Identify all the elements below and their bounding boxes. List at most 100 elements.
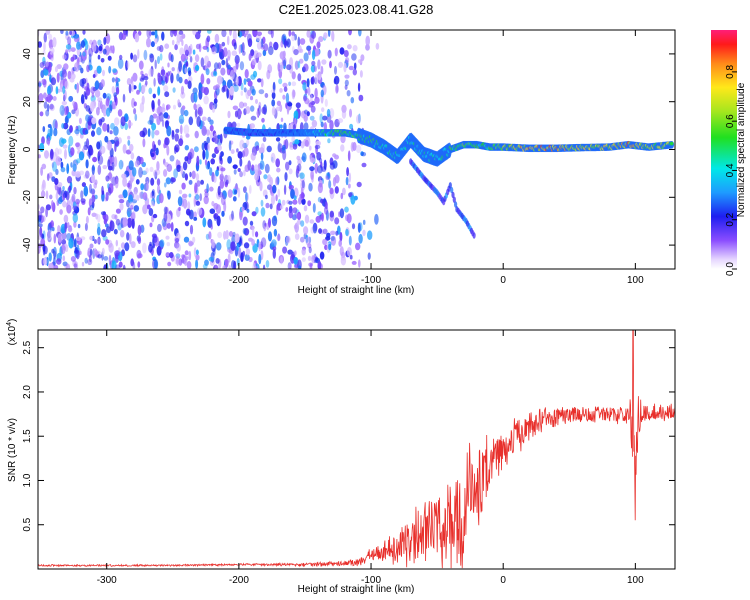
- spectrogram-cell: [184, 220, 190, 227]
- spectrogram-cell: [66, 176, 73, 184]
- spectrogram-cell: [267, 30, 273, 35]
- spectrogram-cell: [156, 115, 161, 126]
- spectrogram-cell: [62, 200, 67, 208]
- spectrogram-cell: [287, 249, 293, 255]
- spectrogram-cell: [260, 207, 266, 217]
- spectrogram-cell: [49, 126, 53, 137]
- y-tick-label: 40: [22, 48, 33, 60]
- spectrogram-cell: [201, 125, 207, 136]
- spectrogram-cell: [47, 85, 52, 96]
- spectrogram-cell: [335, 84, 339, 94]
- spectrogram-cell: [183, 43, 189, 55]
- spectrogram-cell: [154, 37, 158, 45]
- spectrogram-cell: [236, 148, 239, 153]
- spectrogram-cell: [55, 192, 59, 201]
- spectrogram-cell: [142, 138, 146, 148]
- spectrogram-cell: [80, 198, 86, 204]
- spectrogram-cell: [332, 153, 337, 158]
- spectrogram-cell: [206, 78, 211, 85]
- spectrogram-cell: [146, 30, 152, 39]
- spectrogram-cell: [323, 32, 328, 39]
- spectrogram-cell: [141, 74, 145, 81]
- spectrogram-cell: [329, 120, 334, 130]
- spectrogram-cell: [244, 253, 250, 261]
- spectrogram-cell: [38, 244, 41, 254]
- spectrogram-cell: [47, 229, 52, 241]
- spectrogram-cell: [362, 229, 366, 236]
- spectrogram-cell: [292, 124, 296, 131]
- spectrogram-cell: [208, 231, 212, 240]
- spectrogram-cell: [65, 263, 71, 269]
- spectrogram-cell: [669, 141, 674, 146]
- spectrogram-cell: [282, 149, 287, 161]
- spectrogram-cell: [89, 248, 93, 256]
- spectrogram-cell: [242, 50, 246, 56]
- spectrogram-cell: [304, 97, 310, 105]
- spectrogram-cell: [161, 119, 165, 128]
- spectrogram-cell: [184, 256, 189, 261]
- spectrogram-cell: [195, 173, 200, 181]
- spectrogram-cell: [42, 257, 48, 265]
- spectrogram-cell: [110, 45, 114, 54]
- spectrogram-cell: [257, 60, 262, 71]
- spectrogram-cell: [85, 170, 90, 179]
- spectrogram-cell: [329, 187, 334, 195]
- spectrogram-cell: [182, 193, 188, 198]
- spectrogram-cell: [105, 239, 110, 245]
- spectrogram-cell: [251, 239, 256, 246]
- spectrogram-cell: [319, 251, 325, 260]
- spectrogram-cell: [243, 33, 247, 38]
- spectrogram-cell: [258, 105, 261, 116]
- spectrogram-cell: [317, 165, 323, 174]
- spectrogram-cell: [177, 196, 183, 207]
- spectrogram-cell: [211, 239, 215, 249]
- spectrogram-cell: [187, 201, 191, 211]
- spectrogram-cell: [148, 68, 154, 77]
- colorbar-tick-label: 0.8: [725, 65, 736, 79]
- spectrogram-cell: [239, 61, 245, 71]
- spectrogram-cell: [357, 222, 361, 233]
- spectrogram-cell: [195, 194, 200, 201]
- spectrogram-cell: [72, 213, 79, 223]
- spectrogram-cell: [235, 76, 239, 86]
- spectrogram-cell: [155, 147, 159, 156]
- spectrogram-cell: [91, 194, 96, 203]
- spectrogram-cell: [156, 178, 161, 186]
- spectrogram-cell: [295, 213, 300, 219]
- spectrogram-cell: [193, 92, 198, 103]
- spectrogram-cell: [275, 137, 281, 142]
- spectrogram-cell: [224, 258, 229, 268]
- spectrogram-cell: [303, 63, 309, 72]
- spectrogram-cell: [100, 145, 106, 154]
- spectrogram-cell: [209, 167, 213, 176]
- spectrogram-cell: [328, 180, 332, 189]
- spectrogram-cell: [365, 35, 371, 47]
- spectrogram-cell: [177, 99, 181, 107]
- spectrogram-cell: [221, 41, 226, 47]
- spectrogram-cell: [73, 261, 79, 269]
- spectrogram-cell: [288, 168, 293, 175]
- spectrogram-cell: [258, 89, 265, 95]
- spectrogram-cell: [339, 47, 345, 55]
- spectrogram-cell: [315, 256, 319, 262]
- spectrogram-cell: [139, 156, 144, 165]
- spectrogram-cell: [80, 40, 86, 48]
- spectrogram-cell: [325, 175, 329, 181]
- spectrogram-cell: [296, 155, 301, 161]
- spectrogram-cell: [239, 139, 245, 150]
- spectrogram-cell: [46, 61, 49, 67]
- y-tick-label: 1.5: [22, 429, 33, 443]
- spectrogram-cell: [54, 120, 58, 131]
- spectrogram-cell: [148, 243, 153, 253]
- spectrogram-cell: [82, 30, 86, 35]
- spectrogram-cell: [319, 113, 323, 124]
- spectrogram-cell: [154, 171, 158, 180]
- spectrogram-cell: [43, 245, 48, 255]
- spectrogram-cell: [38, 223, 43, 228]
- spectrogram-cell: [359, 70, 363, 78]
- spectrogram-cell: [269, 176, 273, 187]
- spectrogram-cell: [90, 86, 96, 94]
- spectrogram-cell: [304, 109, 308, 115]
- spectrogram-cell: [40, 206, 45, 214]
- spectrogram-cell: [339, 208, 345, 219]
